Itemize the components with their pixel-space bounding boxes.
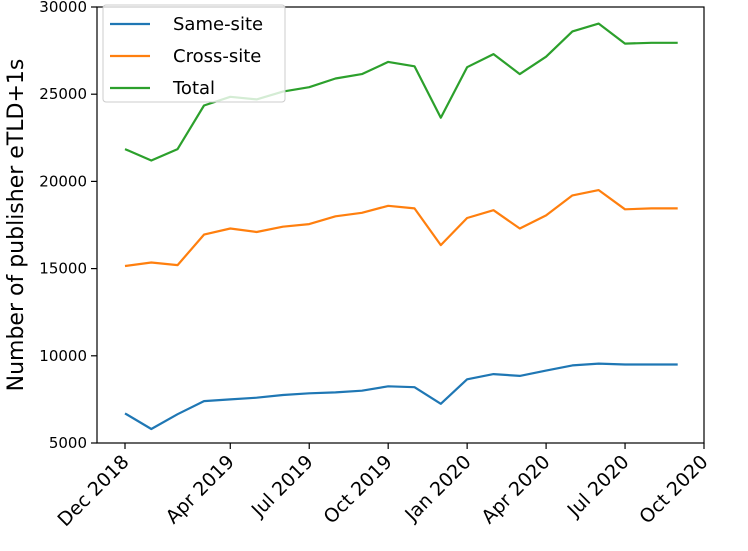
- legend-label-total: Total: [172, 78, 215, 99]
- y-tick-label: 15000: [39, 260, 87, 278]
- y-tick-label: 5000: [49, 434, 87, 452]
- plot-frame: [96, 6, 705, 444]
- series-line-cross-site: [124, 189, 678, 268]
- y-tick-label: 25000: [39, 85, 87, 103]
- legend-box: [102, 4, 286, 103]
- y-axis-ticks: 5000 10000 15000 20000 25000 30000: [39, 0, 97, 452]
- legend-label-same-site: Same-site: [173, 14, 263, 35]
- y-tick-label: 10000: [39, 347, 87, 365]
- y-tick-label: 30000: [39, 0, 87, 16]
- legend-label-cross-site: Cross-site: [173, 46, 261, 67]
- series-line-same-site: [124, 362, 678, 431]
- y-axis-label: Number of publisher eTLD+1s: [4, 59, 29, 392]
- legend: Same-site Cross-site Total: [102, 4, 286, 103]
- y-tick-label: 20000: [39, 172, 87, 190]
